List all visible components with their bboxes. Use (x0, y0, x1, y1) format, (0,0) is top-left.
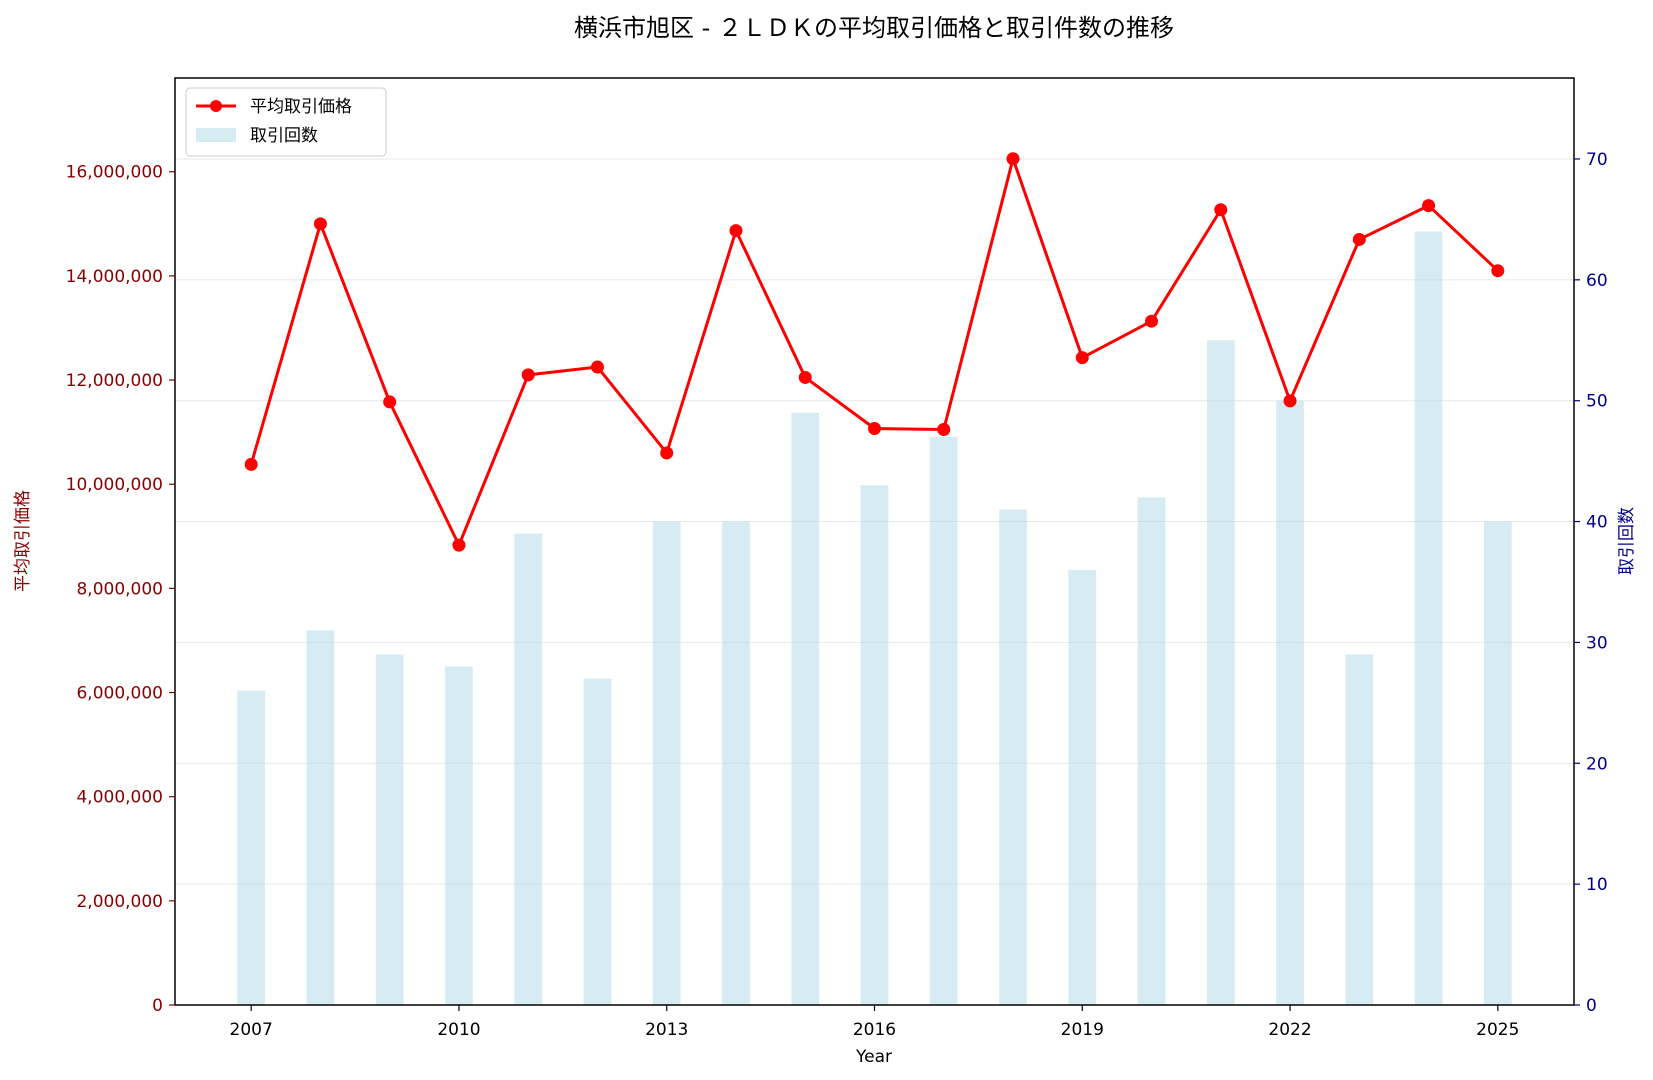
right-y-tick-label: 50 (1586, 392, 1608, 412)
right-y-tick-label: 60 (1586, 271, 1608, 291)
x-axis: 2007 2010 2013 2016 2019 2022 2025 (230, 1005, 1519, 1040)
line-series (244, 152, 1505, 552)
price-point-2011 (521, 368, 535, 382)
legend-entry-count: 取引回数 (250, 126, 318, 146)
left-y-tick-label: 4,000,000 (76, 788, 163, 808)
count-bar-2021 (1206, 340, 1235, 1005)
legend: 平均取引価格 取引回数 (185, 87, 387, 157)
count-bar-2007 (237, 690, 266, 1005)
x-axis-label: Year (855, 1047, 892, 1067)
bar-series (237, 231, 1512, 1006)
left-y-axis-label: 平均取引価格 (13, 490, 33, 592)
count-bar-2012 (583, 678, 612, 1005)
left-y-tick-label: 2,000,000 (76, 892, 163, 912)
price-point-2023 (1352, 232, 1366, 246)
count-bar-2016 (860, 485, 889, 1005)
price-point-2013 (660, 446, 674, 460)
chart-title: 横浜市旭区 - ２ＬＤＫの平均取引価格と取引件数の推移 (574, 14, 1174, 42)
legend-bar-swatch (196, 128, 236, 142)
price-point-2016 (868, 421, 881, 435)
price-point-2022 (1283, 394, 1297, 408)
count-bar-2008 (306, 630, 335, 1005)
price-point-2015 (798, 370, 812, 384)
left-y-axis: 0 2,000,000 4,000,000 6,000,000 8,000,000 10,… (66, 163, 175, 1016)
left-y-tick-label: 16,000,000 (66, 163, 163, 183)
x-tick-label: 2025 (1476, 1020, 1519, 1040)
count-bar-2017 (929, 436, 958, 1005)
left-y-tick-label: 12,000,000 (66, 371, 163, 391)
count-bar-2009 (375, 654, 404, 1005)
right-y-axis-label: 取引回数 (1617, 507, 1637, 575)
price-point-2010 (452, 538, 466, 552)
x-tick-label: 2016 (853, 1020, 896, 1040)
price-point-2014 (729, 224, 743, 238)
x-tick-label: 2013 (645, 1020, 688, 1040)
price-point-2024 (1422, 199, 1436, 213)
price-point-2019 (1075, 351, 1089, 365)
price-point-2008 (313, 217, 327, 231)
count-bar-2011 (514, 533, 543, 1005)
right-y-tick-label: 10 (1586, 875, 1608, 895)
legend-entry-price: 平均取引価格 (250, 97, 352, 117)
right-y-tick-label: 30 (1586, 633, 1608, 653)
x-tick-label: 2019 (1061, 1020, 1104, 1040)
legend-marker-swatch (210, 100, 222, 112)
left-y-tick-label: 6,000,000 (76, 684, 163, 704)
price-point-2017 (937, 423, 951, 437)
price-point-2025 (1491, 264, 1505, 278)
price-point-2018 (1006, 152, 1020, 166)
count-bar-2024 (1414, 231, 1443, 1006)
count-bar-2020 (1137, 497, 1166, 1005)
price-point-2012 (590, 360, 604, 374)
price-point-2007 (244, 457, 258, 471)
count-bar-2023 (1345, 654, 1374, 1005)
right-y-tick-label: 20 (1586, 754, 1608, 774)
x-tick-label: 2010 (437, 1020, 480, 1040)
right-y-tick-label: 70 (1586, 150, 1608, 170)
count-bar-2010 (445, 666, 473, 1005)
count-bar-2018 (999, 509, 1027, 1005)
left-y-tick-label: 14,000,000 (66, 267, 163, 287)
left-y-tick-label: 8,000,000 (76, 579, 163, 599)
price-point-2009 (383, 395, 397, 409)
price-point-2020 (1145, 314, 1159, 328)
count-bar-2015 (791, 412, 820, 1005)
x-tick-label: 2007 (230, 1020, 273, 1040)
count-bar-2014 (722, 521, 750, 1005)
count-bar-2025 (1483, 521, 1512, 1005)
count-bar-2013 (652, 521, 681, 1005)
left-y-tick-label: 0 (152, 996, 163, 1016)
x-tick-label: 2022 (1268, 1020, 1311, 1040)
right-y-tick-label: 0 (1586, 996, 1597, 1016)
count-bar-2022 (1276, 400, 1304, 1005)
right-y-tick-label: 40 (1586, 513, 1608, 533)
right-y-axis: 0 10 20 30 40 50 60 70 (1574, 150, 1608, 1016)
price-point-2021 (1214, 203, 1228, 217)
left-y-tick-label: 10,000,000 (66, 475, 163, 495)
count-bar-2019 (1068, 569, 1097, 1005)
